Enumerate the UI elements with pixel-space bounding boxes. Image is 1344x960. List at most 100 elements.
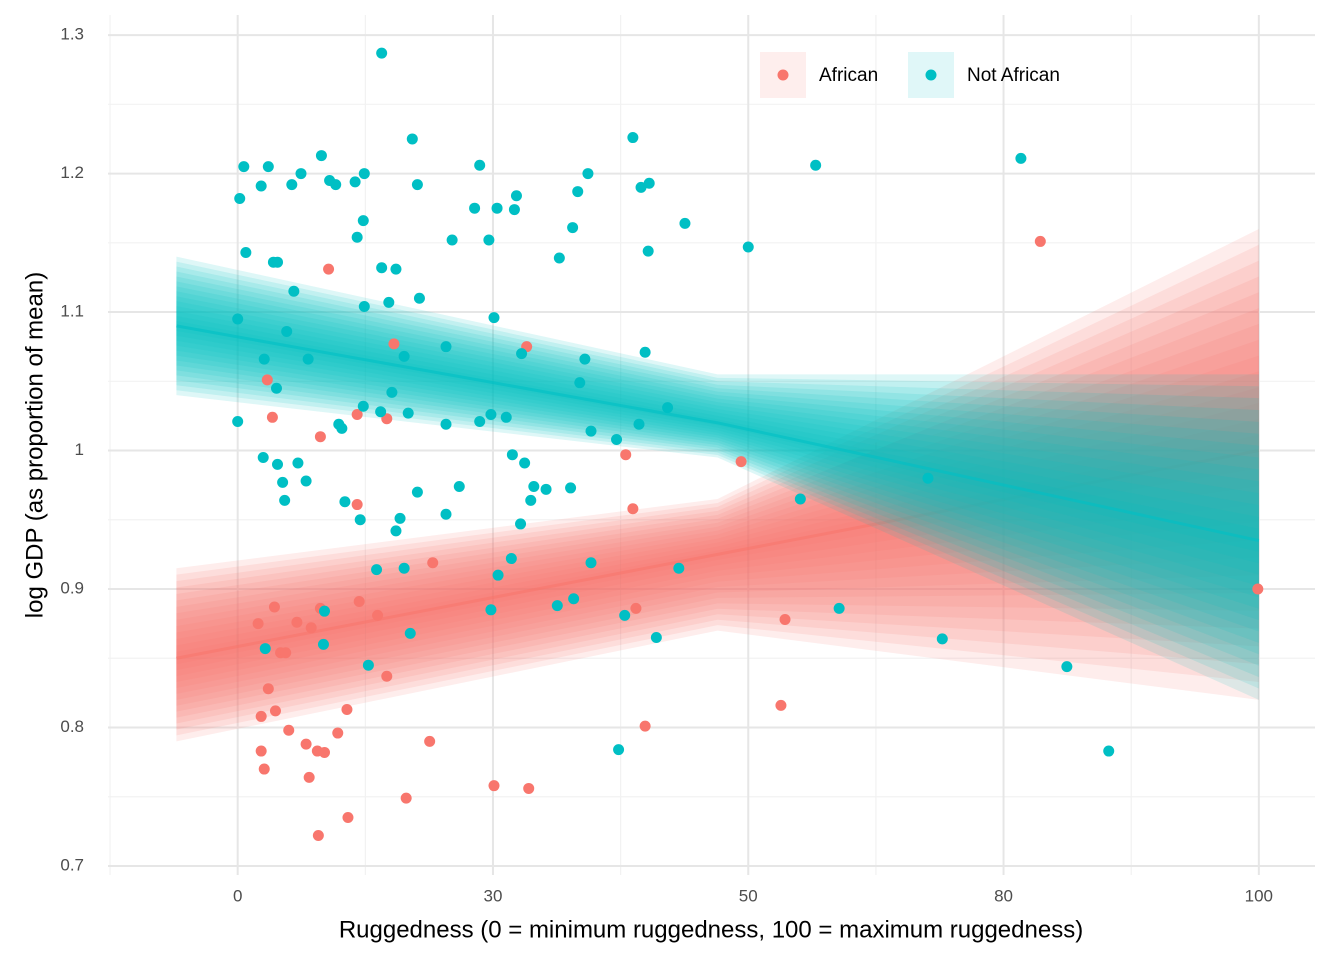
point	[794, 493, 806, 505]
point	[258, 353, 270, 365]
point	[406, 133, 418, 145]
point	[404, 627, 416, 639]
point	[232, 313, 244, 325]
point	[375, 406, 387, 418]
grid	[108, 15, 1315, 875]
point	[315, 150, 327, 162]
point	[381, 670, 393, 682]
point	[272, 256, 284, 268]
point	[261, 374, 273, 386]
point	[398, 562, 410, 574]
point	[312, 830, 324, 842]
point	[266, 411, 278, 423]
point	[679, 217, 691, 229]
point	[650, 631, 662, 643]
band-layer	[176, 308, 1259, 712]
point	[1034, 235, 1046, 247]
band-layer	[176, 292, 1259, 718]
point	[295, 168, 307, 180]
point	[643, 177, 655, 189]
band-layer	[176, 286, 1259, 632]
point	[354, 514, 366, 526]
point	[474, 415, 486, 427]
point	[427, 557, 439, 569]
point	[627, 132, 639, 144]
point	[574, 377, 586, 389]
point	[262, 161, 274, 173]
point	[474, 159, 486, 171]
band-layer	[176, 339, 1259, 700]
point	[453, 481, 465, 493]
x-tick-label: 50	[739, 886, 758, 905]
band-layer	[176, 276, 1259, 724]
point	[270, 382, 282, 394]
legend-item: African	[760, 52, 878, 98]
point	[1015, 152, 1027, 164]
band-layer	[176, 271, 1259, 666]
point	[286, 179, 298, 191]
point	[424, 735, 436, 747]
point	[510, 190, 522, 202]
point	[269, 705, 281, 717]
point	[833, 602, 845, 614]
point	[620, 449, 632, 461]
point	[357, 400, 369, 412]
y-tick-label: 1.3	[60, 25, 84, 44]
legend-symbol	[777, 69, 789, 81]
band-layer	[176, 371, 1259, 688]
point	[390, 263, 402, 275]
point	[376, 262, 388, 274]
point	[262, 683, 274, 695]
point	[567, 222, 579, 234]
point	[553, 252, 565, 264]
point	[572, 186, 584, 198]
y-tick-label: 1.1	[60, 302, 84, 321]
x-tick-label: 80	[994, 886, 1013, 905]
point	[336, 422, 348, 434]
point	[523, 782, 535, 794]
point	[394, 512, 406, 524]
point	[491, 202, 503, 214]
point	[318, 746, 330, 758]
legend-item: Not African	[908, 52, 1060, 98]
point	[483, 234, 495, 246]
point	[255, 710, 267, 722]
point	[358, 168, 370, 180]
point	[505, 553, 517, 565]
legend-label: African	[819, 65, 878, 86]
point	[635, 181, 647, 193]
point	[936, 633, 948, 645]
point	[582, 168, 594, 180]
point	[300, 738, 312, 750]
point	[257, 451, 269, 463]
point	[272, 458, 284, 470]
band-layer	[176, 311, 1259, 575]
point	[411, 486, 423, 498]
band-layer	[176, 244, 1259, 736]
point	[446, 234, 458, 246]
band-layer	[176, 260, 1259, 730]
point	[288, 285, 300, 297]
band-layer	[176, 316, 1259, 564]
band-layer	[176, 306, 1259, 587]
band-layer	[176, 387, 1259, 683]
point	[485, 409, 497, 421]
point	[525, 494, 537, 506]
point	[353, 595, 365, 607]
point	[810, 159, 822, 171]
x-tick-label: 100	[1245, 886, 1273, 905]
point	[492, 569, 504, 581]
band-layer	[176, 228, 1259, 742]
point	[279, 494, 291, 506]
point	[469, 202, 481, 214]
point	[662, 402, 674, 414]
point	[633, 418, 645, 430]
point	[565, 482, 577, 494]
point	[357, 215, 369, 227]
point	[388, 338, 400, 350]
point	[302, 353, 314, 365]
point	[1103, 745, 1115, 757]
x-tick-label: 0	[233, 886, 242, 905]
point	[341, 704, 353, 716]
